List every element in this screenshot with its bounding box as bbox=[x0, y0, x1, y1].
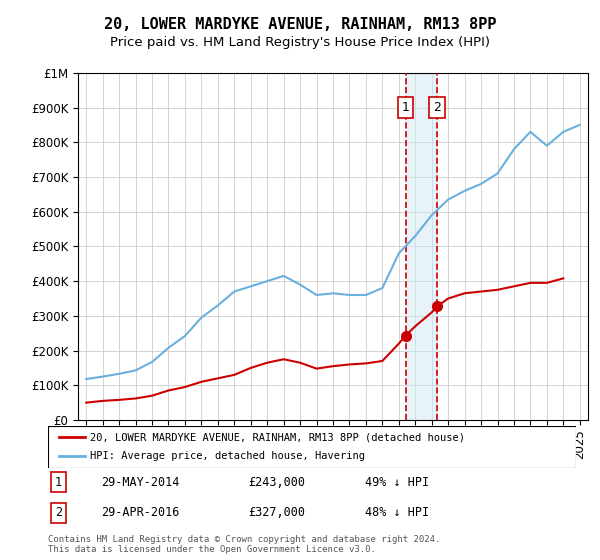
Text: £243,000: £243,000 bbox=[248, 475, 305, 489]
FancyBboxPatch shape bbox=[48, 426, 576, 468]
Text: £327,000: £327,000 bbox=[248, 506, 305, 519]
Text: Price paid vs. HM Land Registry's House Price Index (HPI): Price paid vs. HM Land Registry's House … bbox=[110, 36, 490, 49]
Text: 1: 1 bbox=[401, 101, 409, 114]
Text: 1: 1 bbox=[55, 475, 62, 489]
Text: 48% ↓ HPI: 48% ↓ HPI bbox=[365, 506, 429, 519]
Text: 29-APR-2016: 29-APR-2016 bbox=[101, 506, 179, 519]
Text: 2: 2 bbox=[55, 506, 62, 519]
Bar bbox=[406, 73, 437, 420]
Text: 29-MAY-2014: 29-MAY-2014 bbox=[101, 475, 179, 489]
Text: 20, LOWER MARDYKE AVENUE, RAINHAM, RM13 8PP: 20, LOWER MARDYKE AVENUE, RAINHAM, RM13 … bbox=[104, 17, 496, 32]
Text: 20, LOWER MARDYKE AVENUE, RAINHAM, RM13 8PP (detached house): 20, LOWER MARDYKE AVENUE, RAINHAM, RM13 … bbox=[90, 432, 465, 442]
Text: Contains HM Land Registry data © Crown copyright and database right 2024.
This d: Contains HM Land Registry data © Crown c… bbox=[48, 535, 440, 554]
Text: HPI: Average price, detached house, Havering: HPI: Average price, detached house, Have… bbox=[90, 451, 365, 461]
Text: 2: 2 bbox=[433, 101, 441, 114]
Text: 49% ↓ HPI: 49% ↓ HPI bbox=[365, 475, 429, 489]
